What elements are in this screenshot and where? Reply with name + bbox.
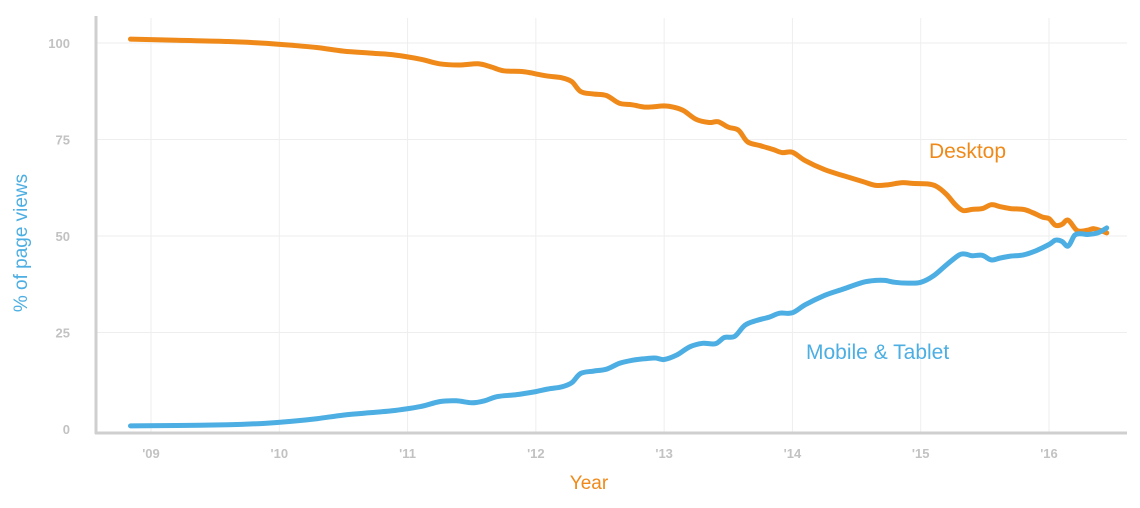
x-tick-label: '12 bbox=[527, 446, 545, 461]
y-tick-label: 75 bbox=[56, 133, 70, 148]
y-tick-label: 100 bbox=[48, 36, 70, 51]
x-axis-title: Year bbox=[570, 473, 609, 494]
y-tick-label: 0 bbox=[63, 422, 70, 437]
x-tick-label: '14 bbox=[784, 446, 802, 461]
desktop-series-line bbox=[128, 36, 1110, 236]
y-tick-label: 25 bbox=[56, 326, 70, 341]
x-tick-label: '09 bbox=[142, 446, 160, 461]
desktop-series-label: Desktop bbox=[929, 140, 1006, 163]
x-tick-label: '11 bbox=[399, 446, 416, 461]
y-tick-label: 50 bbox=[56, 229, 70, 244]
mobile-series-label: Mobile & Tablet bbox=[806, 341, 949, 364]
y-axis-title: % of page views bbox=[11, 174, 32, 312]
x-tick-label: '13 bbox=[655, 446, 673, 461]
series bbox=[128, 36, 1110, 429]
x-tick-label: '16 bbox=[1040, 446, 1058, 461]
x-tick-label: '15 bbox=[912, 446, 930, 461]
tick-labels: 0 25 50 75 100 '09 '10 '11 '12 '13 '14 '15 '16 bbox=[48, 36, 1057, 461]
mobile-tablet-series-line bbox=[128, 225, 1110, 429]
x-tick-label: '10 bbox=[271, 446, 289, 461]
axes bbox=[94, 16, 1127, 435]
grid bbox=[97, 18, 1127, 432]
